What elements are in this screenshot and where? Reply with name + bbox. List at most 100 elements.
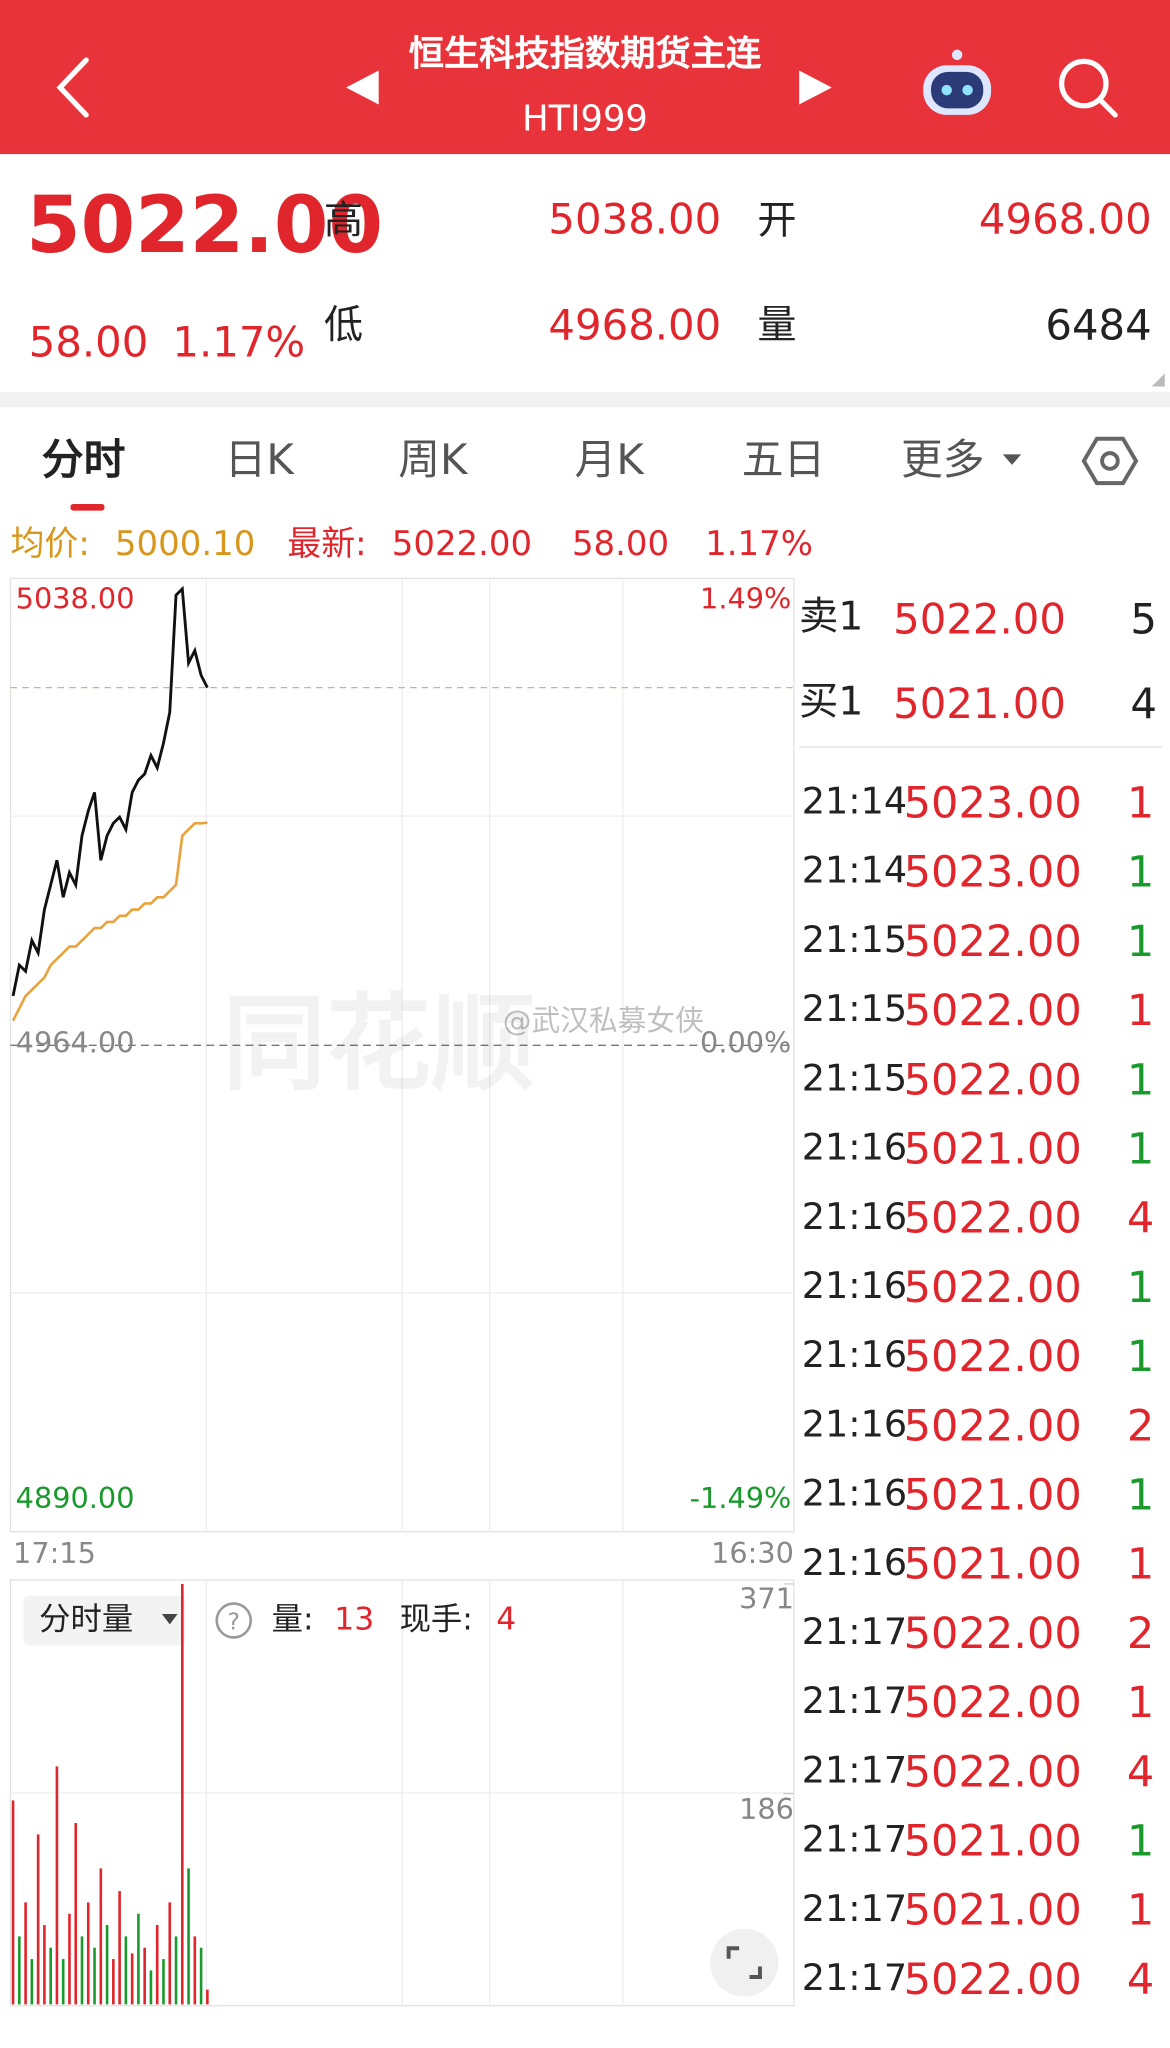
avg-line: [11, 821, 208, 1022]
help-icon[interactable]: [215, 1602, 253, 1639]
trade-qty: 1: [1126, 1122, 1155, 1174]
trade-time: 21:17: [801, 1748, 908, 1792]
trade-qty: 2: [1126, 1607, 1155, 1659]
title: 恒生科技指数期货主连: [408, 33, 762, 75]
trade-time: 21:17: [801, 1886, 908, 1930]
volume-bar: [199, 1947, 203, 2005]
assistant-button[interactable]: [923, 49, 992, 115]
volume-bar: [206, 1989, 209, 2005]
trade-price: 5022.00: [903, 1261, 1082, 1313]
low-label: 低: [323, 302, 364, 349]
volume-bar: [168, 1902, 172, 2005]
next-button[interactable]: [799, 70, 832, 105]
last-price: 5022.00: [26, 180, 383, 272]
volume-bar: [130, 1953, 134, 2005]
book-qty: 4: [1130, 679, 1157, 729]
trade-price: 5022.00: [903, 915, 1082, 967]
trade-qty: 4: [1126, 1192, 1155, 1244]
trade-price: 5022.00: [903, 1676, 1082, 1728]
hand: 4: [496, 1600, 517, 1638]
tab[interactable]: 日K: [224, 434, 294, 485]
avg: 5000.10: [114, 524, 256, 565]
trade-qty: 1: [1126, 1469, 1155, 1520]
search-button[interactable]: [1059, 58, 1118, 118]
change-pct: 1.17%: [172, 317, 306, 367]
latest-label: 最新:: [287, 524, 367, 565]
prev-button[interactable]: [346, 70, 379, 105]
expand-button[interactable]: [710, 1928, 779, 1997]
open: 4968.00: [978, 194, 1152, 245]
trade-price: 5023.00: [903, 776, 1082, 828]
trade-time: 21:17: [801, 1817, 908, 1861]
volume-bar: [11, 1800, 15, 2005]
trade-time: 21:17: [801, 1610, 908, 1654]
volume-bar: [143, 1947, 146, 2005]
trade-time: 21:16: [801, 1194, 908, 1238]
settings-button[interactable]: [1081, 436, 1139, 486]
trade-time: 21:14: [801, 779, 908, 823]
brand-watermark: 同花顺: [221, 983, 536, 1105]
y-tick-label: 4964.00: [15, 1027, 135, 1060]
trade-time: 21:16: [801, 1540, 908, 1584]
volume-bar: [49, 1947, 52, 2005]
change: 58.00: [28, 317, 149, 367]
volume-bar: [162, 1959, 165, 2005]
trade-time: 21:16: [801, 1471, 908, 1515]
tab[interactable]: 分时: [41, 434, 126, 485]
back-button[interactable]: [56, 57, 89, 118]
book-price: 5021.00: [893, 679, 1066, 729]
volume-bar: [99, 1868, 103, 2005]
tab[interactable]: 月K: [574, 434, 644, 485]
volume-bar: [86, 1902, 90, 2005]
volume-bar: [118, 1891, 121, 2005]
volume-bar: [105, 1925, 109, 2005]
volume-bar: [80, 1936, 84, 2005]
trade-price: 5022.00: [903, 1607, 1082, 1659]
trade-price: 5021.00: [903, 1538, 1082, 1590]
trade-qty: 1: [1126, 846, 1155, 898]
volume-bar: [155, 1925, 159, 2005]
trade-time: 21:14: [801, 848, 908, 892]
avg-label: 均价:: [10, 524, 90, 565]
volume-tick-label: 371: [739, 1583, 794, 1617]
trade-qty: 4: [1126, 1953, 1155, 2005]
trade-price: 5021.00: [903, 1884, 1082, 1936]
separator: [0, 391, 1170, 408]
pct-tick-label: -1.49%: [689, 1483, 792, 1517]
tab-indicator: [70, 504, 105, 511]
book-price: 5022.00: [893, 594, 1066, 644]
tab[interactable]: 五日: [741, 434, 826, 485]
volume-bar: [180, 1583, 184, 2005]
volume: 6484: [1045, 300, 1152, 350]
trade-time: 21:15: [801, 917, 908, 962]
price-line: [11, 585, 209, 997]
trade-qty: 2: [1126, 1399, 1155, 1451]
volume-bar: [68, 1913, 71, 2005]
tab[interactable]: 周K: [398, 434, 468, 485]
settings-dot: [1100, 451, 1120, 471]
help-mark: ?: [227, 1608, 239, 1636]
volume-bar: [36, 1834, 40, 2005]
x-start: 17:15: [13, 1538, 96, 1571]
volume-selector-box[interactable]: [23, 1595, 186, 1646]
tab[interactable]: 更多: [901, 434, 985, 485]
trade-qty: 1: [1126, 1261, 1155, 1313]
volume-bar: [30, 1959, 34, 2005]
trade-qty: 1: [1126, 776, 1155, 828]
trade-qty: 1: [1126, 1330, 1155, 1382]
book-qty: 5: [1130, 594, 1157, 644]
low: 4968.00: [548, 300, 722, 350]
trade-qty: 1: [1126, 1884, 1155, 1936]
pct-tick-label: 0.00%: [700, 1027, 792, 1060]
volume-bar: [124, 1936, 128, 2005]
trade-time: 21:16: [801, 1125, 908, 1169]
dropdown-arrow: [161, 1613, 178, 1625]
volume-bar: [93, 1947, 96, 2005]
hand-label: 现手:: [399, 1600, 473, 1638]
book-label: 卖1: [799, 594, 864, 640]
volume-selector[interactable]: 分时量: [39, 1600, 134, 1638]
trade-qty: 1: [1126, 1676, 1155, 1728]
